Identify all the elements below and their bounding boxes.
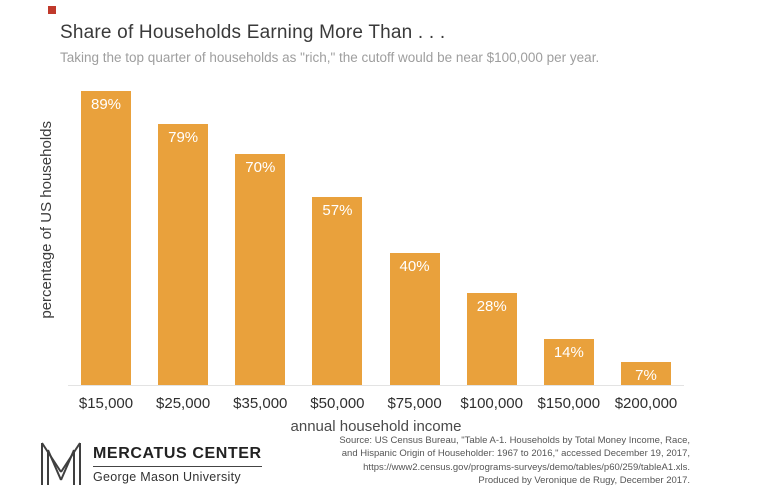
bar: 7% (620, 361, 671, 385)
bar-group: 40% $75,000 (377, 55, 453, 412)
bar-value-label: 28% (476, 297, 507, 315)
bar-plot-area: 89% $15,000 79% $25,000 70% $35,000 57% $50,000… (68, 55, 684, 412)
x-tick-label: $35,000 (233, 395, 288, 412)
red-dot (48, 6, 56, 14)
source-line: and Hispanic Origin of Householder: 1967… (341, 448, 690, 460)
source-line: Source: US Census Bureau, "Table A-1. Ho… (339, 435, 690, 446)
logo-divider (93, 465, 262, 467)
x-tick-label: $15,000 (78, 395, 134, 412)
bar-value-label: 70% (245, 159, 276, 176)
bar-group: 28% $100,000 (454, 55, 530, 412)
x-axis-label: annual household income (290, 418, 462, 435)
logo-title: MERCATUS CENTER (93, 444, 262, 462)
logo-text-block: MERCATUS CENTER George Mason University (93, 445, 262, 484)
y-axis-label: percentage of US households (38, 121, 55, 319)
bar-value-label: 79% (168, 129, 199, 147)
source-note: Source: US Census Bureau, "Table A-1. Ho… (330, 434, 690, 487)
x-tick-label: $100,000 (460, 395, 523, 412)
bar: 79% (158, 124, 209, 385)
mercatus-m-icon (41, 442, 81, 485)
bar-group: 89% $15,000 (68, 55, 144, 412)
bar-group: 57% $50,000 (299, 55, 375, 412)
chart-subtitle: Taking the top quarter of households as … (60, 50, 600, 65)
bar: 28% (466, 292, 517, 385)
x-tick-label: $25,000 (156, 395, 211, 412)
mercatus-logo: MERCATUS CENTER George Mason University (38, 441, 262, 487)
bar-group: 14% $150,000 (531, 55, 607, 412)
bar-value-label: 14% (553, 343, 584, 361)
source-line: Produced by Veronique de Rugy, December … (478, 474, 690, 486)
bar: 57% (312, 196, 363, 385)
bar-group: 79% $25,000 (145, 55, 221, 412)
bar: 14% (543, 338, 594, 385)
bar-group: 70% $35,000 (222, 55, 298, 412)
x-tick-label: $200,000 (614, 395, 678, 412)
chart-title: Share of Households Earning More Than . … (60, 22, 446, 43)
bar: 70% (235, 154, 286, 385)
bar-value-label: 40% (399, 258, 430, 275)
x-tick-label: $50,000 (310, 395, 365, 412)
bar-value-label: 57% (322, 201, 353, 219)
source-line: https://www2.census.gov/programs-surveys… (363, 461, 690, 473)
logo-subtitle: George Mason University (93, 469, 241, 484)
bar: 89% (81, 91, 131, 385)
x-tick-label: $75,000 (387, 395, 442, 412)
bar-group: 7% $200,000 (608, 55, 684, 412)
bar: 40% (389, 253, 440, 385)
bar-value-label: 89% (90, 96, 122, 114)
bar-value-label: 7% (635, 366, 657, 384)
x-tick-label: $150,000 (537, 395, 601, 412)
